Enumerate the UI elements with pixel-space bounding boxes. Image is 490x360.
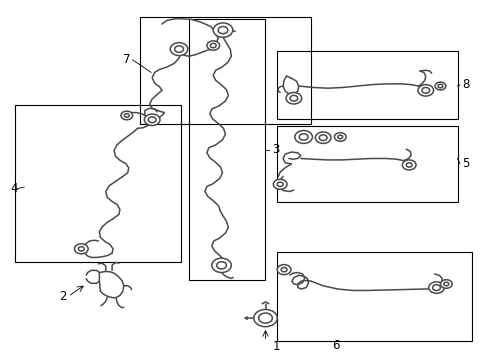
Bar <box>277 51 458 119</box>
Circle shape <box>213 23 233 37</box>
Circle shape <box>299 134 308 140</box>
Circle shape <box>217 262 226 269</box>
Circle shape <box>78 247 84 251</box>
Circle shape <box>441 280 452 288</box>
Circle shape <box>170 42 188 55</box>
Circle shape <box>207 41 220 50</box>
Circle shape <box>429 282 444 293</box>
Circle shape <box>444 282 449 286</box>
Circle shape <box>273 179 287 189</box>
Circle shape <box>435 82 446 90</box>
Circle shape <box>438 84 443 88</box>
Circle shape <box>295 131 313 143</box>
Circle shape <box>254 310 277 327</box>
Circle shape <box>210 43 216 48</box>
Circle shape <box>212 258 231 273</box>
Bar <box>15 105 181 262</box>
Circle shape <box>281 267 287 272</box>
Text: 8: 8 <box>463 78 470 91</box>
Circle shape <box>422 87 430 93</box>
Bar <box>277 252 472 341</box>
Text: 2: 2 <box>59 290 67 303</box>
Bar <box>189 19 265 280</box>
Circle shape <box>277 182 283 186</box>
Circle shape <box>319 135 327 140</box>
Circle shape <box>174 46 183 52</box>
Circle shape <box>259 313 272 323</box>
Bar <box>277 126 458 202</box>
Circle shape <box>145 114 160 126</box>
Text: 5: 5 <box>463 157 470 170</box>
Circle shape <box>338 135 343 139</box>
Circle shape <box>286 93 302 104</box>
Circle shape <box>218 27 228 34</box>
Text: 4: 4 <box>10 183 18 195</box>
Circle shape <box>334 133 346 141</box>
Circle shape <box>418 85 434 96</box>
Circle shape <box>316 132 331 143</box>
Circle shape <box>290 95 298 101</box>
Text: 1: 1 <box>273 340 280 353</box>
Circle shape <box>148 117 156 123</box>
Text: 7: 7 <box>122 53 130 66</box>
Circle shape <box>433 285 441 291</box>
Bar <box>140 17 311 125</box>
Circle shape <box>124 114 129 117</box>
Circle shape <box>406 163 412 167</box>
Text: 6: 6 <box>332 339 339 352</box>
Circle shape <box>74 244 88 254</box>
Text: 3: 3 <box>272 143 279 156</box>
Circle shape <box>121 111 133 120</box>
Circle shape <box>402 160 416 170</box>
Circle shape <box>277 265 291 275</box>
